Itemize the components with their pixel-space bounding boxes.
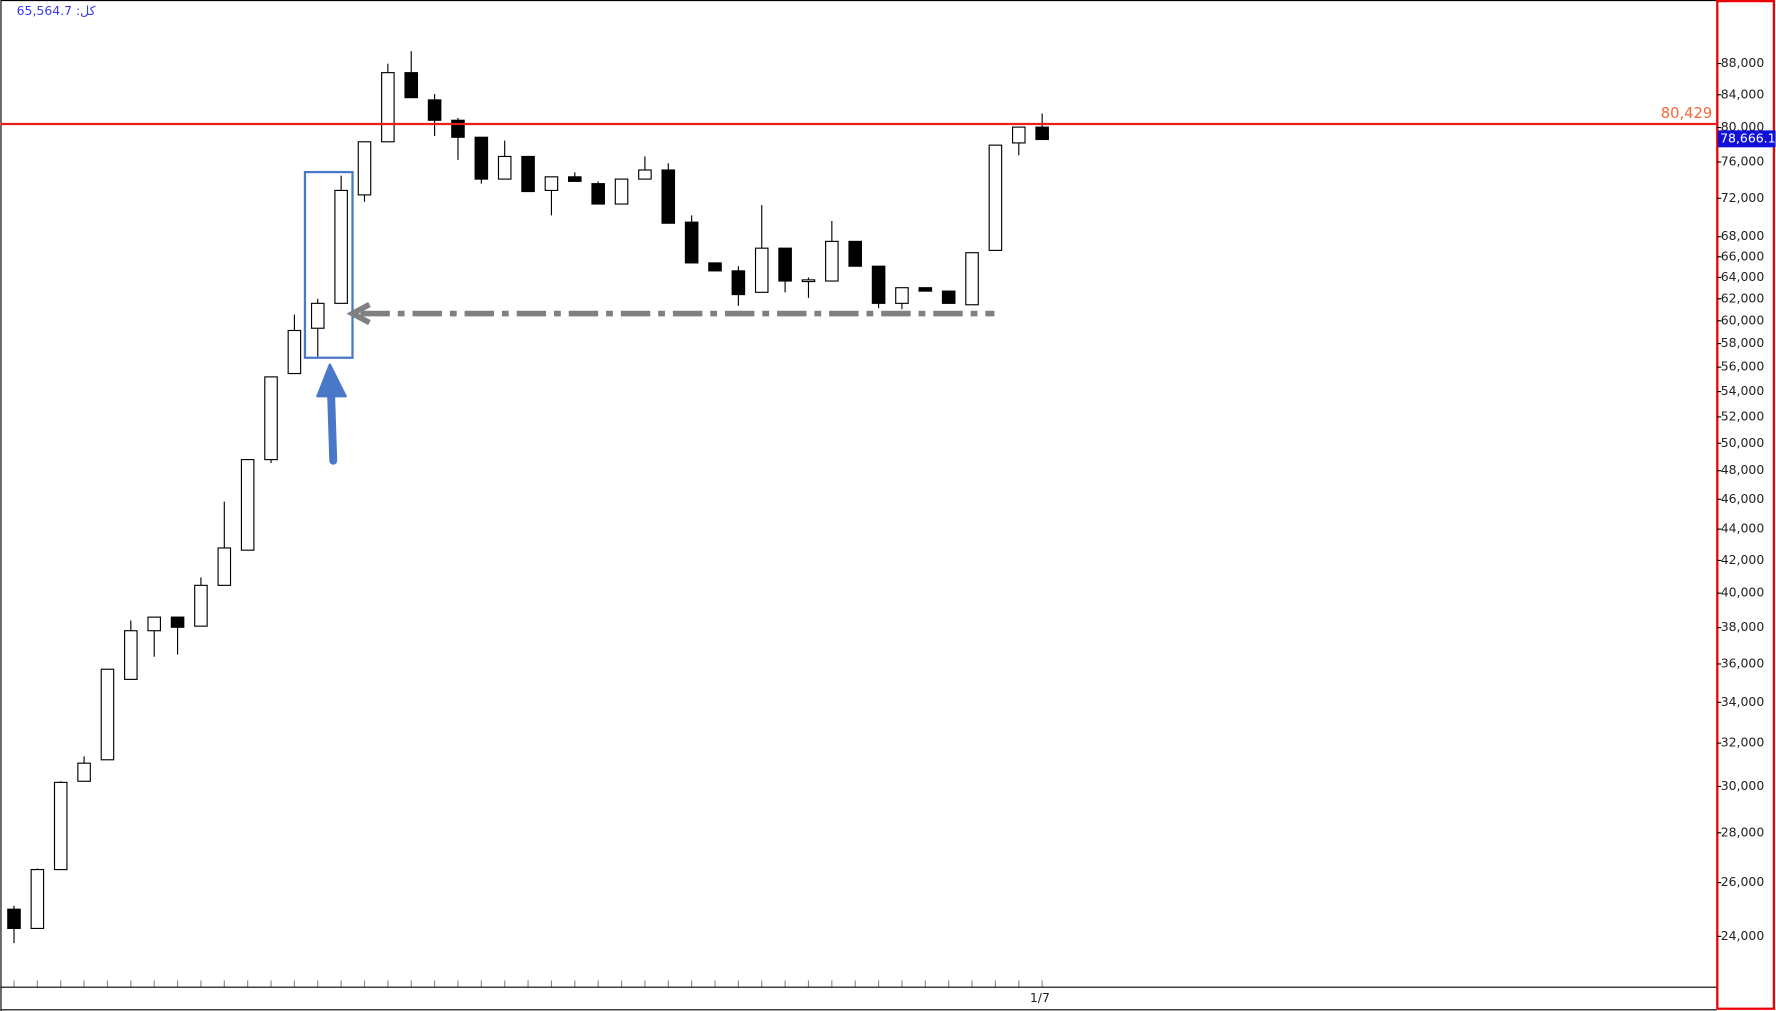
y-tick-label: 62,000	[1721, 290, 1765, 305]
candle-body	[661, 169, 676, 224]
y-tick-label: 48,000	[1721, 462, 1765, 477]
y-tick-label: 36,000	[1721, 655, 1765, 670]
candle-body	[988, 144, 1003, 251]
candle-body	[100, 668, 115, 761]
last-price-label: 78,666.1	[1720, 130, 1775, 145]
candle-body	[287, 329, 302, 375]
y-tick-label: 52,000	[1721, 408, 1765, 423]
candle-body	[1035, 126, 1049, 141]
y-tick-label: 46,000	[1721, 491, 1765, 506]
y-tick-label: 50,000	[1721, 435, 1765, 450]
y-tick-label: 34,000	[1721, 694, 1765, 709]
candle-body	[381, 72, 395, 143]
y-tick-label: 76,000	[1721, 153, 1765, 168]
candle-body	[825, 240, 839, 282]
y-tick-label: 72,000	[1721, 190, 1765, 205]
highlight-box	[303, 170, 354, 359]
y-tick-label: 68,000	[1721, 228, 1765, 243]
highlight-arrow	[327, 386, 338, 465]
y-tick-label: 42,000	[1721, 552, 1765, 567]
candle-body	[965, 252, 979, 306]
candle-body	[544, 176, 559, 192]
y-tick-label: 44,000	[1721, 521, 1765, 536]
candle-body	[310, 302, 325, 329]
y-tick-label: 24,000	[1721, 928, 1765, 943]
candle-body	[1011, 126, 1026, 144]
y-tick-label: 40,000	[1721, 585, 1765, 600]
y-tick-label: 64,000	[1721, 269, 1765, 284]
x-tick-label: 1/7	[1030, 990, 1050, 1005]
candle-body	[801, 279, 816, 283]
candle-body	[474, 136, 489, 180]
candle-body	[708, 262, 722, 272]
y-tick-label: 54,000	[1721, 383, 1765, 398]
y-tick-label: 84,000	[1721, 86, 1765, 101]
candle-body	[240, 459, 255, 551]
plot-area	[7, 51, 1049, 988]
candle-body	[638, 169, 652, 180]
candle-body	[264, 376, 278, 461]
candle-body	[427, 99, 442, 121]
candle-body	[614, 178, 629, 205]
last-price-box	[1717, 130, 1776, 148]
highlight-arrow-head	[316, 363, 347, 398]
candle-body	[77, 762, 91, 782]
candle-body	[194, 584, 208, 627]
candle-body	[918, 287, 933, 292]
candle-body	[754, 247, 769, 293]
candle-body	[404, 72, 419, 99]
candle-body	[778, 247, 792, 282]
candle-body	[731, 270, 746, 296]
candle-body	[941, 290, 956, 304]
candle-body	[7, 908, 21, 929]
candle-body	[521, 155, 535, 193]
candle-body	[170, 616, 185, 628]
candle-body	[30, 869, 45, 929]
candle-body	[217, 547, 232, 586]
price-axis-frame	[1716, 0, 1776, 1010]
y-tick-label: 58,000	[1721, 335, 1765, 350]
candle-body	[124, 630, 138, 680]
candle-body	[895, 287, 909, 304]
y-tick-label: 88,000	[1721, 55, 1765, 70]
candle-body	[871, 265, 886, 304]
y-tick-label: 38,000	[1721, 619, 1765, 634]
y-tick-label: 32,000	[1721, 735, 1765, 750]
candle-body	[684, 221, 699, 264]
y-tick-label: 28,000	[1721, 824, 1765, 839]
y-tick-label: 56,000	[1721, 359, 1765, 374]
info-label: كل: 65,564.7	[17, 3, 96, 18]
candle-body	[591, 183, 605, 205]
y-tick-label: 80,000	[1721, 119, 1765, 134]
y-tick-label: 66,000	[1721, 248, 1765, 263]
y-tick-label: 30,000	[1721, 778, 1765, 793]
candle-body	[53, 781, 68, 871]
y-tick-label: 26,000	[1721, 874, 1765, 889]
candle-body	[334, 189, 348, 304]
candle-body	[568, 176, 582, 182]
level-label: 80,429	[1661, 105, 1712, 122]
y-tick-label: 60,000	[1721, 312, 1765, 327]
candle-body	[147, 616, 161, 632]
candle-body	[848, 240, 863, 267]
support-arrow-head	[346, 302, 371, 326]
candle-body	[497, 155, 512, 180]
candle-body	[357, 141, 372, 196]
